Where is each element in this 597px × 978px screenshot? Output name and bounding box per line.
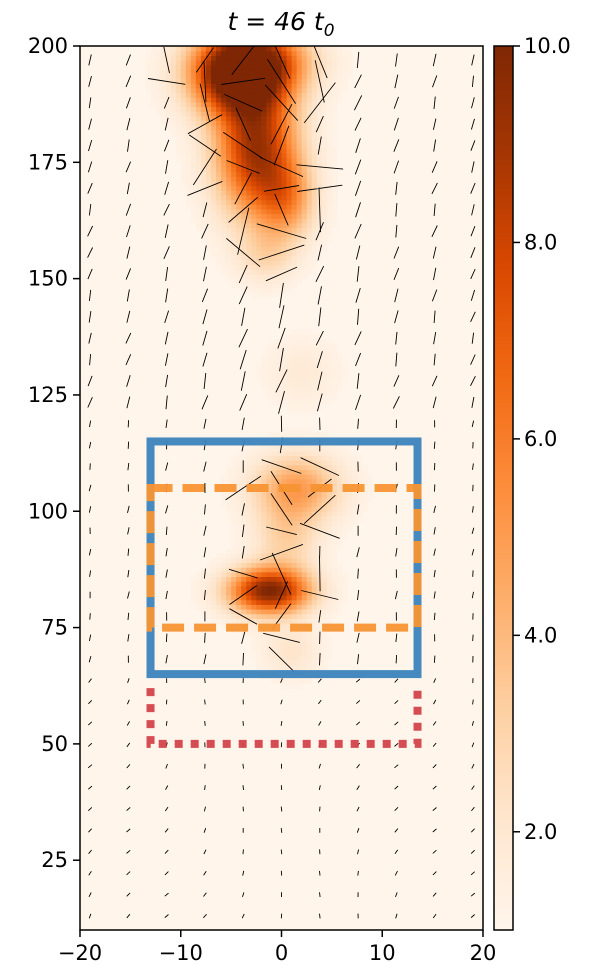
y-tick-label: 75 xyxy=(41,616,68,640)
x-tick-label: −10 xyxy=(159,941,203,965)
colorbar-tick-label: 6.0 xyxy=(524,427,557,451)
y-tick-label: 175 xyxy=(28,150,68,174)
y-tick-label: 25 xyxy=(41,848,68,872)
y-tick-label: 100 xyxy=(28,499,68,523)
y-tick-label: 150 xyxy=(28,267,68,291)
colorbar-tick-label: 2.0 xyxy=(524,820,557,844)
x-tick-label: −20 xyxy=(58,941,102,965)
colorbar: 2.0 4.0 6.0 8.0 10.0 xyxy=(493,34,571,931)
region-box-dashed xyxy=(146,484,422,632)
x-axis: −20 −10 0 10 20 xyxy=(58,930,497,965)
colorbar-tick-label: 4.0 xyxy=(524,623,557,647)
title-main: t = 46 t xyxy=(227,7,324,36)
chart-title: t = 46 t0 xyxy=(227,7,334,41)
title-subscript: 0 xyxy=(324,21,335,41)
colorbar-frame xyxy=(493,45,514,931)
x-tick-label: 20 xyxy=(470,941,497,965)
y-tick-label: 125 xyxy=(28,383,68,407)
colorbar-ticks: 2.0 4.0 6.0 8.0 10.0 xyxy=(513,34,571,844)
y-axis: 25 50 75 100 125 150 175 200 xyxy=(28,34,80,872)
colorbar-tick-label: 8.0 xyxy=(524,230,557,254)
y-tick-label: 200 xyxy=(28,34,68,58)
x-tick-label: 0 xyxy=(275,941,288,965)
colorbar-tick-label: 10.0 xyxy=(524,34,571,58)
colorbar-gradient xyxy=(494,46,513,930)
plot-area xyxy=(79,45,484,931)
region-boxes xyxy=(146,437,422,748)
y-tick-label: 50 xyxy=(41,732,68,756)
x-tick-label: 10 xyxy=(369,941,396,965)
